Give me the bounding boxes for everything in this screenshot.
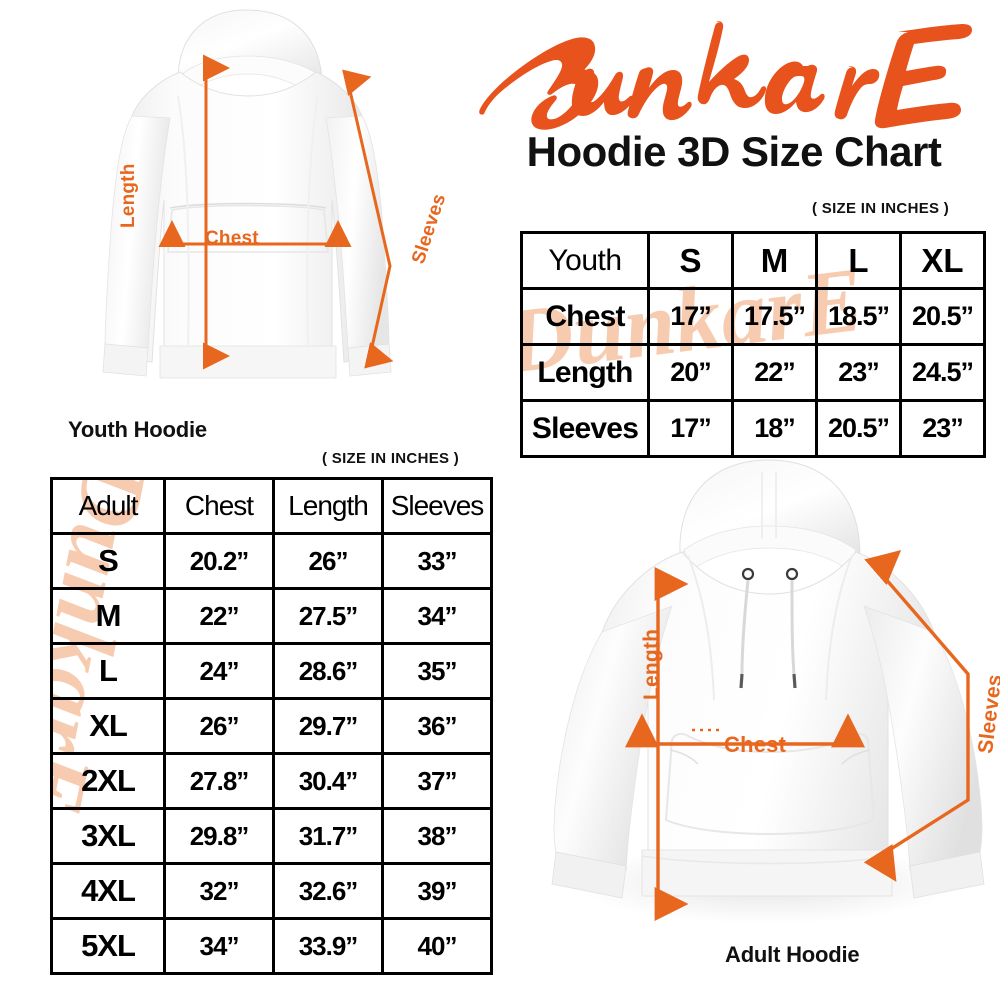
brand-logo <box>478 8 990 134</box>
adult-chest-5xl: 34” <box>163 917 275 975</box>
youth-sleeves-xl: 23” <box>899 399 986 458</box>
youth-measurement-arrows <box>158 54 394 370</box>
adult-chest-xl: 26” <box>163 697 275 755</box>
adult-col-header-sleeves: Sleeves <box>381 477 493 535</box>
youth-length-label: Length <box>118 163 139 228</box>
youth-row-label-sleeves: Sleeves <box>520 399 650 458</box>
youth-row-label-length: Length <box>520 343 650 402</box>
youth-row-label-chest: Chest <box>520 287 650 346</box>
adult-length-4xl: 32.6” <box>272 862 384 920</box>
table-row: Chest 17” 17.5” 18.5” 20.5” <box>520 287 986 346</box>
adult-length-2xl: 30.4” <box>272 752 384 810</box>
adult-row-label-s: S <box>50 532 166 590</box>
youth-sleeves-m: 18” <box>731 399 818 458</box>
table-row: 3XL 29.8” 31.7” 38” <box>50 807 493 865</box>
adult-length-l: 28.6” <box>272 642 384 700</box>
adult-table-header-row: Adult Chest Length Sleeves <box>50 477 493 535</box>
table-row: S 20.2” 26” 33” <box>50 532 493 590</box>
adult-col-header-chest: Chest <box>163 477 275 535</box>
table-row: 4XL 32” 32.6” 39” <box>50 862 493 920</box>
adult-length-label: Length <box>640 628 663 700</box>
adult-row-label-4xl: 4XL <box>50 862 166 920</box>
adult-length-xl: 29.7” <box>272 697 384 755</box>
youth-sleeves-l: 20.5” <box>815 399 902 458</box>
adult-size-table: Adult Chest Length Sleeves S 20.2” 26” 3… <box>50 477 493 975</box>
adult-row-label-3xl: 3XL <box>50 807 166 865</box>
adult-chest-s: 20.2” <box>163 532 275 590</box>
youth-size-table: Youth S M L XL Chest 17” 17.5” 18.5” 20.… <box>520 231 986 458</box>
table-row: 2XL 27.8” 30.4” 37” <box>50 752 493 810</box>
adult-sleeves-m: 34” <box>381 587 493 645</box>
page-title: Hoodie 3D Size Chart <box>526 128 942 175</box>
youth-chest-l: 18.5” <box>815 287 902 346</box>
adult-sleeves-5xl: 40” <box>381 917 493 975</box>
youth-size-col-l: L <box>815 231 902 290</box>
adult-chest-3xl: 29.8” <box>163 807 275 865</box>
table-row: 5XL 34” 33.9” 40” <box>50 917 493 975</box>
youth-chest-m: 17.5” <box>731 287 818 346</box>
youth-length-l: 23” <box>815 343 902 402</box>
adult-sleeves-3xl: 38” <box>381 807 493 865</box>
youth-size-col-xl: XL <box>899 231 986 290</box>
adult-length-3xl: 31.7” <box>272 807 384 865</box>
adult-sleeves-4xl: 39” <box>381 862 493 920</box>
youth-table-header-row: Youth S M L XL <box>520 231 986 290</box>
youth-size-unit-note: ( SIZE IN INCHES ) <box>812 200 950 217</box>
table-row: XL 26” 29.7” 36” <box>50 697 493 755</box>
adult-chest-l: 24” <box>163 642 275 700</box>
youth-length-s: 20” <box>647 343 734 402</box>
youth-length-xl: 24.5” <box>899 343 986 402</box>
adult-sleeves-2xl: 37” <box>381 752 493 810</box>
adult-sleeves-xl: 36” <box>381 697 493 755</box>
youth-sleeves-s: 17” <box>647 399 734 458</box>
adult-row-label-5xl: 5XL <box>50 917 166 975</box>
adult-size-unit-note: ( SIZE IN INCHES ) <box>322 450 460 467</box>
adult-hoodie-caption: Adult Hoodie <box>725 942 860 967</box>
adult-row-label-xl: XL <box>50 697 166 755</box>
youth-table-corner-label: Youth <box>520 231 650 290</box>
youth-chest-xl: 20.5” <box>899 287 986 346</box>
table-row: Sleeves 17” 18” 20.5” 23” <box>520 399 986 458</box>
youth-size-table-container: DunkarE Youth S M L XL Chest 17” 17.5” 1… <box>520 231 986 458</box>
adult-chest-label: Chest <box>724 732 787 757</box>
adult-chest-4xl: 32” <box>163 862 275 920</box>
adult-length-m: 27.5” <box>272 587 384 645</box>
adult-length-5xl: 33.9” <box>272 917 384 975</box>
youth-chest-label: Chest <box>205 228 259 249</box>
adult-length-s: 26” <box>272 532 384 590</box>
youth-size-col-m: M <box>731 231 818 290</box>
youth-chest-s: 17” <box>647 287 734 346</box>
table-row: Length 20” 22” 23” 24.5” <box>520 343 986 402</box>
adult-measurement-arrows <box>625 549 970 921</box>
adult-size-table-container: DunkarE Adult Chest Length Sleeves S 20.… <box>50 477 493 975</box>
adult-col-header-length: Length <box>272 477 384 535</box>
youth-length-m: 22” <box>731 343 818 402</box>
youth-size-col-s: S <box>647 231 734 290</box>
youth-hoodie-illustration <box>60 4 480 414</box>
adult-chest-m: 22” <box>163 587 275 645</box>
youth-hoodie-caption: Youth Hoodie <box>68 417 207 442</box>
adult-sleeves-s: 33” <box>381 532 493 590</box>
table-row: L 24” 28.6” 35” <box>50 642 493 700</box>
adult-sleeves-l: 35” <box>381 642 493 700</box>
adult-row-label-l: L <box>50 642 166 700</box>
adult-table-corner-label: Adult <box>50 477 166 535</box>
adult-row-label-2xl: 2XL <box>50 752 166 810</box>
adult-row-label-m: M <box>50 587 166 645</box>
table-row: M 22” 27.5” 34” <box>50 587 493 645</box>
adult-chest-2xl: 27.8” <box>163 752 275 810</box>
